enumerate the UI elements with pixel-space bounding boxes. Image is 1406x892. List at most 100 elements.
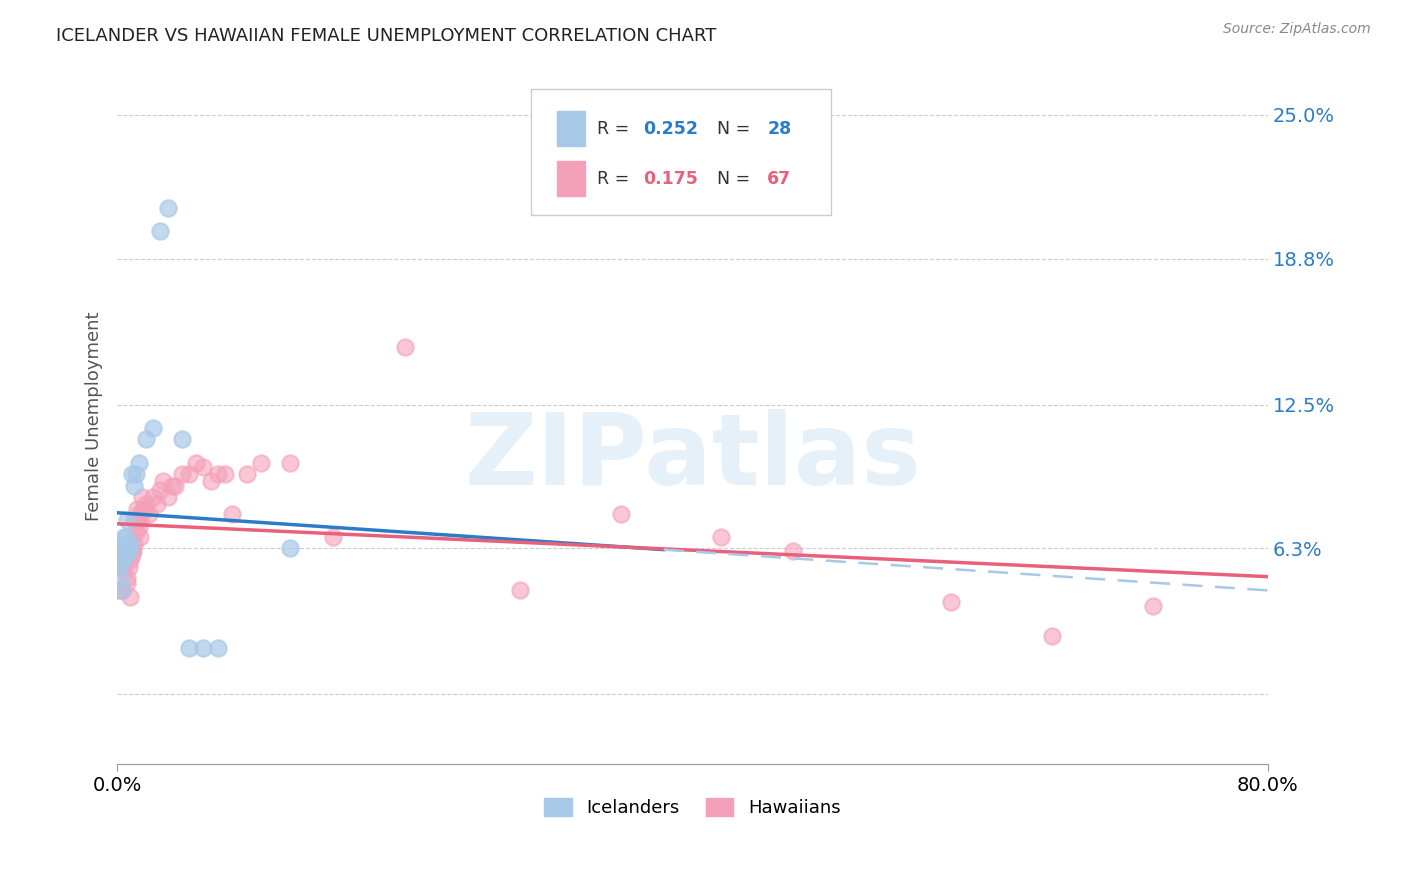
Point (108, 571, 131, 585)
Point (170, 433, 193, 447)
Point (117, 513, 139, 527)
Point (207, 467, 229, 482)
Point (125, 467, 148, 482)
Point (108, 559, 131, 574)
Point (124, 536, 146, 550)
Point (117, 536, 139, 550)
Text: 67: 67 (768, 169, 792, 187)
Point (114, 548, 136, 562)
Point (193, 640, 215, 655)
Y-axis label: Female Unemployment: Female Unemployment (86, 311, 103, 521)
Text: R =: R = (598, 169, 634, 187)
Point (114, 530, 136, 544)
Point (111, 536, 134, 550)
Point (146, 497, 169, 511)
Point (112, 559, 135, 574)
Point (156, 201, 179, 215)
Point (107, 582, 129, 597)
Point (112, 530, 135, 544)
Point (125, 513, 148, 527)
Point (177, 467, 200, 482)
Point (138, 507, 160, 521)
Point (163, 479, 186, 493)
Point (250, 456, 273, 470)
Text: ICELANDER VS HAWAIIAN FEMALE UNEMPLOYMENT CORRELATION CHART: ICELANDER VS HAWAIIAN FEMALE UNEMPLOYMEN… (56, 27, 717, 45)
Point (108, 553, 131, 567)
Point (128, 520, 150, 534)
Point (142, 491, 165, 505)
Point (110, 553, 132, 567)
Point (107, 548, 129, 562)
Point (112, 548, 135, 562)
Point (127, 501, 149, 516)
Text: N =: N = (706, 120, 756, 137)
Point (200, 474, 222, 488)
Point (221, 507, 243, 521)
Point (1142, 599, 1164, 614)
Text: 28: 28 (768, 120, 792, 137)
Point (160, 479, 183, 493)
Point (112, 543, 135, 558)
FancyBboxPatch shape (531, 89, 831, 215)
Point (235, 467, 257, 482)
Bar (557, 111, 585, 146)
Bar (557, 161, 585, 196)
Point (121, 467, 143, 482)
Point (117, 571, 139, 585)
Point (509, 582, 531, 597)
Point (609, 507, 631, 521)
Point (128, 507, 150, 521)
Point (132, 501, 155, 516)
Point (207, 640, 229, 655)
Point (142, 421, 165, 435)
Point (322, 530, 344, 544)
Point (108, 543, 131, 558)
Point (124, 513, 146, 527)
Text: ZIPatlas: ZIPatlas (464, 409, 921, 507)
Point (394, 340, 416, 354)
Point (111, 548, 134, 562)
Point (177, 640, 200, 655)
Point (120, 590, 142, 604)
Point (149, 483, 172, 498)
Text: 0.252: 0.252 (643, 120, 697, 137)
Point (107, 543, 129, 558)
Point (117, 576, 139, 591)
Text: R =: R = (598, 120, 634, 137)
Point (149, 224, 172, 238)
Point (114, 548, 136, 562)
Point (110, 582, 132, 597)
Point (278, 541, 301, 556)
Point (193, 460, 215, 475)
Point (156, 491, 179, 505)
Point (118, 543, 141, 558)
Point (278, 456, 301, 470)
Point (129, 530, 152, 544)
Point (118, 543, 141, 558)
Point (108, 548, 131, 562)
Point (120, 553, 142, 567)
Point (120, 536, 142, 550)
Point (118, 559, 141, 574)
Point (152, 474, 174, 488)
Point (111, 553, 134, 567)
Point (135, 433, 157, 447)
Point (124, 479, 146, 493)
Point (110, 582, 132, 597)
Text: Source: ZipAtlas.com: Source: ZipAtlas.com (1223, 22, 1371, 37)
Point (111, 543, 134, 558)
Point (1040, 629, 1063, 643)
Point (117, 543, 139, 558)
Point (110, 541, 132, 556)
Point (125, 524, 148, 539)
Point (122, 543, 145, 558)
Point (128, 456, 150, 470)
Point (186, 456, 208, 470)
Point (121, 548, 143, 562)
Point (214, 467, 236, 482)
Point (121, 541, 143, 556)
Point (129, 513, 152, 527)
Point (170, 467, 193, 482)
Point (782, 543, 804, 558)
Point (134, 501, 156, 516)
